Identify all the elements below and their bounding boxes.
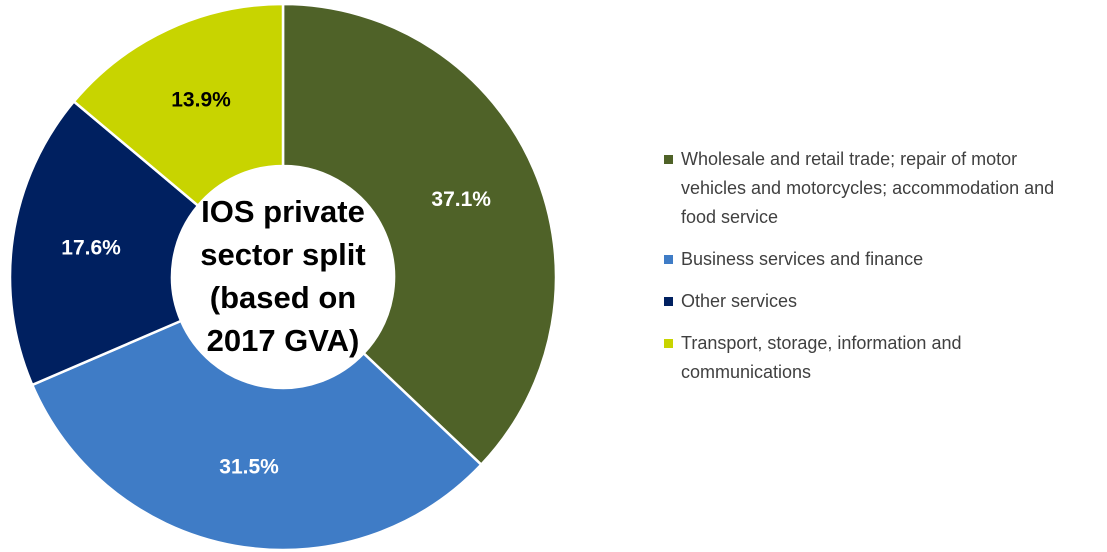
legend-label: Business services and finance [681, 249, 924, 269]
legend-item: Transport, storage, information and comm… [664, 329, 1074, 387]
legend: Wholesale and retail trade; repair of mo… [664, 145, 1074, 400]
chart-title: IOS private sector split (based on 2017 … [200, 194, 366, 358]
data-label: 37.1% [431, 188, 491, 211]
slice [72, 2, 285, 208]
legend-label: Wholesale and retail trade; repair of mo… [681, 149, 1055, 227]
legend-swatch [664, 339, 673, 348]
slice [281, 2, 558, 467]
slice [30, 319, 484, 552]
legend-item: Business services and finance [664, 245, 1074, 274]
legend-swatch [664, 255, 673, 264]
data-label: 13.9% [171, 89, 231, 112]
data-label: 17.6% [61, 236, 121, 259]
slice [8, 99, 200, 387]
legend-item: Wholesale and retail trade; repair of mo… [664, 145, 1074, 232]
legend-swatch [664, 297, 673, 306]
data-label: 31.5% [219, 456, 279, 479]
legend-swatch [664, 155, 673, 164]
legend-label: Other services [681, 291, 798, 311]
legend-item: Other services [664, 287, 1074, 316]
legend-label: Transport, storage, information and comm… [681, 333, 962, 382]
